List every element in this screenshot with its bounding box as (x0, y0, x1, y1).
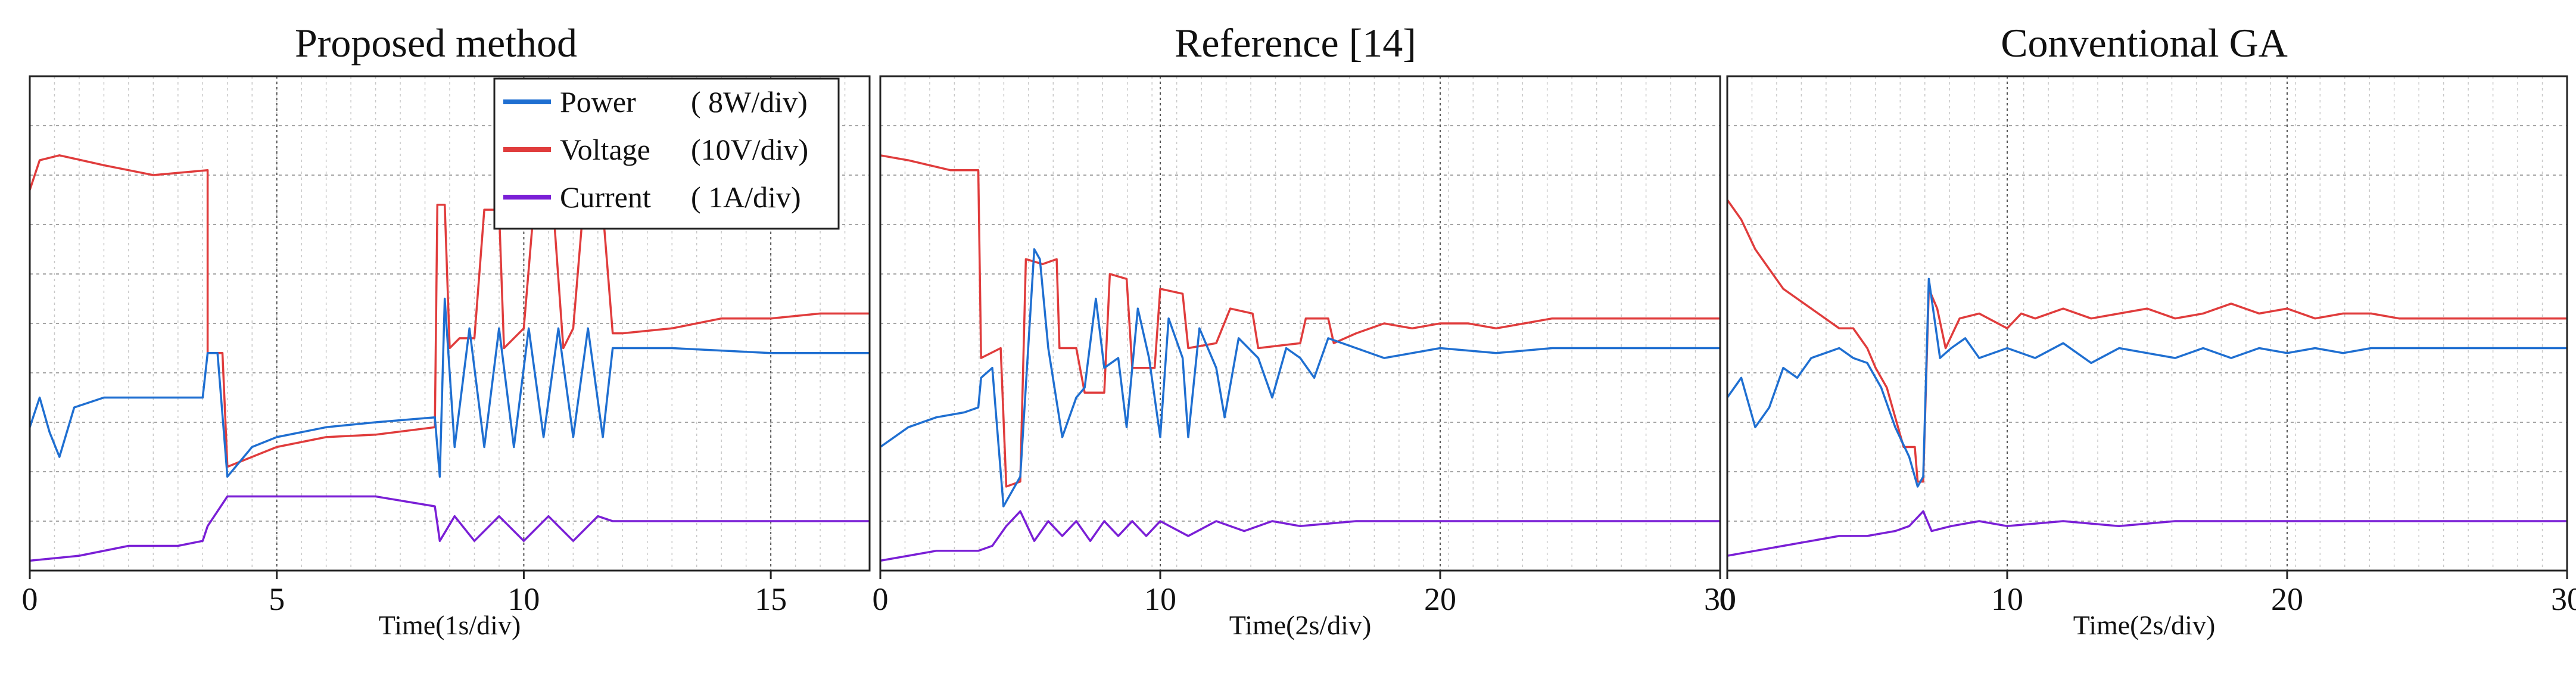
x-axis-label: Time(2s/div) (2073, 610, 2216, 640)
series-layer (29, 154, 870, 562)
series-line-voltage (1726, 199, 2567, 483)
series-line-current (880, 510, 1720, 562)
legend-scale-current: ( 1A/div) (691, 180, 801, 214)
x-tick-label: 10 (1991, 581, 2023, 617)
series-line-current (29, 495, 870, 562)
legend: Power ( 8W/div) Voltage (10V/div) Curren… (493, 77, 840, 230)
panel-reference-14: Reference [14] 0 10 20 30 Time(2s/div) (873, 20, 1737, 640)
x-tick-label: 0 (22, 581, 38, 617)
x-tick-label: 10 (507, 581, 540, 617)
series-layer (1726, 199, 2567, 557)
series-line-power (879, 248, 1720, 507)
grid (1727, 76, 2567, 571)
series-line-power (29, 297, 870, 478)
panel-proposed-method: Proposed method 0 5 10 15 Time(1s/div) Powe… (22, 20, 871, 640)
legend-label-current: Current (560, 180, 651, 214)
x-ticks: 0 10 20 30 (873, 571, 1736, 617)
legend-label-voltage: Voltage (560, 133, 650, 166)
x-ticks: 0 5 10 15 (22, 571, 787, 617)
plot-frame (29, 75, 871, 572)
plot-frame (1726, 75, 2568, 572)
x-tick-label: 30 (1704, 581, 1736, 617)
legend-box (493, 77, 840, 230)
grid (30, 76, 870, 571)
legend-label-power: Power (560, 85, 636, 119)
legend-scale-voltage: (10V/div) (691, 133, 808, 166)
x-tick-label: 20 (1424, 581, 1456, 617)
x-tick-label: 20 (2271, 581, 2303, 617)
series-line-power (1726, 278, 2567, 488)
x-ticks: 0 10 20 30 (1720, 571, 2576, 617)
series-layer (879, 154, 1720, 562)
grid (880, 76, 1720, 571)
panel-conventional-ga: Conventional GA 0 10 20 30 Time(2s/div) (1720, 20, 2576, 640)
x-tick-label: 30 (2551, 581, 2576, 617)
legend-scale-power: ( 8W/div) (691, 85, 808, 119)
x-tick-label: 0 (1720, 581, 1736, 617)
x-tick-label: 15 (755, 581, 787, 617)
panel-title: Reference [14] (1175, 20, 1416, 66)
x-axis-label: Time(2s/div) (1229, 610, 1372, 640)
panel-title: Proposed method (295, 20, 577, 66)
plot-frame (879, 75, 1721, 572)
x-tick-label: 10 (1144, 581, 1176, 617)
x-tick-label: 5 (269, 581, 285, 617)
panel-title: Conventional GA (2001, 20, 2288, 66)
series-line-voltage (29, 154, 870, 468)
x-tick-label: 0 (873, 581, 889, 617)
series-line-current (1727, 510, 2567, 557)
x-axis-label: Time(1s/div) (379, 610, 521, 640)
